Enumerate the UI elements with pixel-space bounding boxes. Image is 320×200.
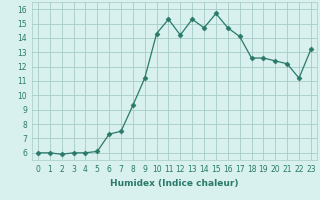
X-axis label: Humidex (Indice chaleur): Humidex (Indice chaleur) (110, 179, 239, 188)
